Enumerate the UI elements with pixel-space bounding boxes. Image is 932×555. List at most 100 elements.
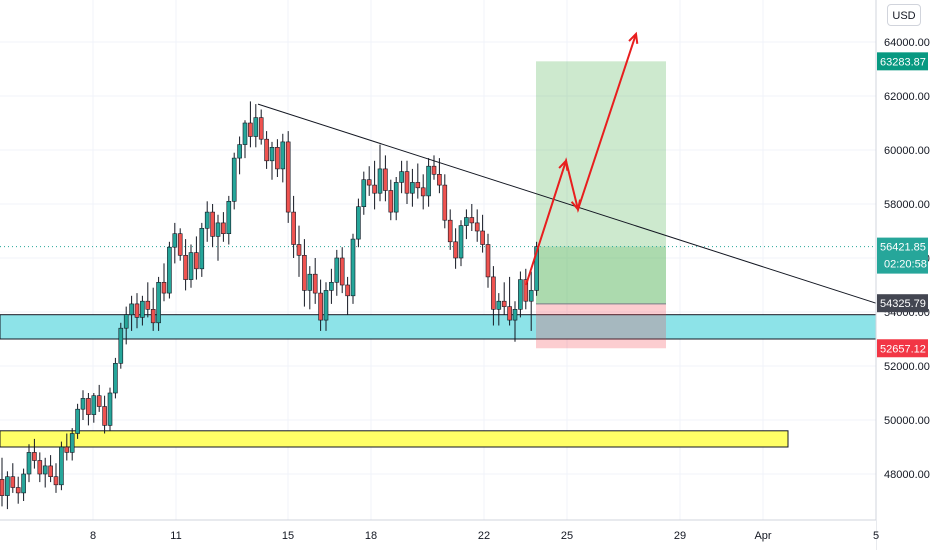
candle-body <box>64 446 70 453</box>
candle-body <box>226 201 232 235</box>
candle-body <box>431 165 437 175</box>
candle-body <box>264 138 269 162</box>
price-tick-label: 62000.00 <box>884 91 930 103</box>
price-axis[interactable]: 48000.0050000.0052000.0054000.0056000.00… <box>875 0 932 550</box>
loss-zone[interactable] <box>536 303 666 349</box>
candle-down <box>48 455 53 483</box>
time-tick-label: 22 <box>478 530 490 542</box>
candle-body <box>199 228 205 270</box>
profit-zone[interactable] <box>536 61 666 304</box>
candle-body <box>215 222 221 237</box>
long-position-tool[interactable] <box>0 61 876 349</box>
candle-up <box>129 295 134 331</box>
candle-body <box>48 465 53 477</box>
candle-body <box>410 182 415 194</box>
candle-down <box>491 266 496 326</box>
candle-down <box>469 204 475 231</box>
candle-body <box>183 255 188 280</box>
candle-body <box>258 117 264 140</box>
candle-up <box>59 441 64 491</box>
candle-up <box>107 387 113 431</box>
candle-body <box>53 476 59 486</box>
time-tick-label: 15 <box>282 530 294 542</box>
candle-body <box>312 273 318 294</box>
candle-down <box>302 239 307 307</box>
candle-body <box>399 171 404 183</box>
candle-body <box>469 217 475 224</box>
candle-body <box>37 460 43 475</box>
candle-up <box>334 249 340 296</box>
drawing-layer[interactable] <box>257 31 877 304</box>
candle-body <box>231 157 237 202</box>
candle-down <box>10 463 16 493</box>
candle-up <box>512 301 518 342</box>
candle-body <box>458 225 464 259</box>
candle-body <box>442 184 448 221</box>
candle-up <box>69 428 75 461</box>
candle-down <box>388 179 394 221</box>
arrowhead-3 <box>628 31 639 44</box>
candle-up <box>156 276 161 331</box>
candle-down <box>372 160 377 210</box>
candle-up <box>42 457 48 488</box>
candle-down <box>507 276 512 326</box>
candle-body <box>0 479 5 496</box>
projection-path[interactable] <box>525 33 637 286</box>
candle-body <box>140 300 145 318</box>
candle-down <box>420 174 426 210</box>
candle-body <box>350 238 356 297</box>
candle-up <box>26 444 32 483</box>
candle-body <box>123 314 129 329</box>
candle-up <box>172 222 178 264</box>
candle-body <box>334 257 340 283</box>
candle-body <box>80 398 86 410</box>
candle-up <box>204 201 210 242</box>
candle-down <box>86 393 91 426</box>
candle-up <box>226 195 232 245</box>
candle-body <box>518 279 523 310</box>
candle-body <box>329 281 334 291</box>
candle-body <box>145 300 151 310</box>
candle-up <box>140 295 145 326</box>
candle-body <box>339 257 345 286</box>
time-tick-label: 8 <box>90 530 96 542</box>
demand-zone[interactable] <box>0 430 789 448</box>
candle-up <box>242 120 248 159</box>
price-tick-label: 50000.00 <box>884 415 930 427</box>
candle-down <box>345 276 350 315</box>
price-tags: 63283.87 56421.85 02:20:58 54325.79 52657.12 <box>877 52 928 358</box>
last-price-tag: 56421.85 02:20:58 <box>877 237 928 274</box>
candle-body <box>523 279 529 302</box>
time-axis[interactable]: 8 11 15 18 22 25 29 Apr 5 <box>0 519 879 550</box>
candle-body <box>242 122 248 145</box>
candle-body <box>102 406 107 426</box>
candle-down <box>291 195 296 258</box>
candle-down <box>415 163 421 199</box>
candle-down <box>96 384 102 412</box>
candle-body <box>161 281 167 294</box>
time-axis-bg <box>0 520 876 550</box>
arrowhead-2 <box>570 199 582 212</box>
candle-up <box>356 198 361 248</box>
candle-up <box>329 268 334 304</box>
candle-up <box>361 171 367 215</box>
candle-body <box>69 433 75 453</box>
candle-body <box>453 241 458 259</box>
candle-down <box>102 395 107 434</box>
candle-body <box>388 190 394 213</box>
support-zone[interactable] <box>0 314 877 340</box>
trendline[interactable] <box>257 103 877 304</box>
candle-body <box>5 476 10 496</box>
candle-up <box>231 152 237 210</box>
currency-button[interactable]: USD <box>887 4 921 26</box>
candle-up <box>123 306 129 345</box>
candle-body <box>269 147 275 162</box>
candle-body <box>172 233 178 248</box>
candle-body <box>366 179 372 186</box>
candle-up <box>399 160 404 194</box>
candle-down <box>150 287 156 331</box>
candle-down <box>447 209 453 250</box>
candle-down <box>145 282 151 318</box>
